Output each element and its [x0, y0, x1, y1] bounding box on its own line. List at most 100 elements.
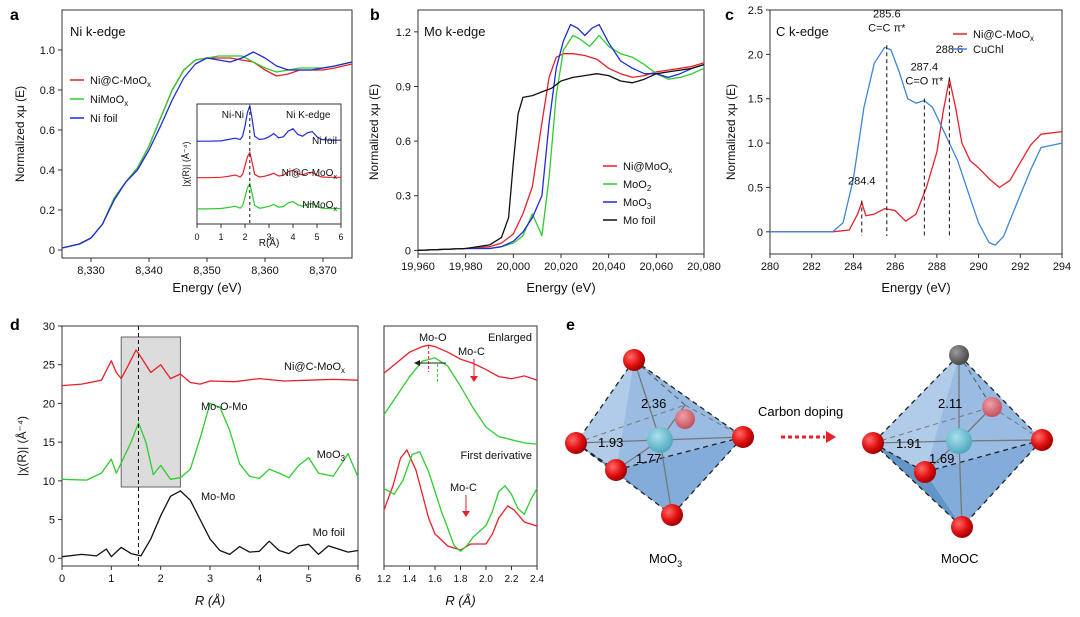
b-ytick-label: 1.2: [396, 27, 411, 39]
d-xtick-label: 1: [108, 573, 114, 585]
moo3-oxygen-atom: [623, 349, 645, 371]
d-line-MoO3: [61, 402, 359, 481]
d-xtick-label: 5: [306, 573, 312, 585]
d2-xtick-label: 1.6: [428, 574, 442, 585]
mooc-bond: [958, 440, 963, 528]
panel-label-b: b: [370, 7, 380, 24]
c-ytick-label: 2.5: [748, 5, 763, 17]
a-inset-xtick-label: 1: [218, 232, 223, 242]
c-x-axis-label: Energy (eV): [881, 280, 950, 295]
d2-xtick-label: 1.2: [377, 574, 391, 585]
d-ytick-label: 5: [49, 515, 55, 527]
d-xtick-label: 3: [207, 573, 213, 585]
d2-mo-c-arrowhead: [470, 376, 478, 382]
a-inset-label: Ni foil: [312, 136, 337, 147]
c-xtick-label: 282: [803, 261, 821, 273]
chart-b-mo-k-edge: 19,960 19,980 20,000 20,020 20,040 20,060 20,0…: [367, 9, 721, 295]
d2-line: [383, 448, 538, 551]
a-inset-label: NiMoOx: [302, 200, 337, 213]
chart-c-c-k-edge: 280 282 284 286 288 290 292 294 0 0.5 1.0 1.5 2.0 2.5…: [724, 5, 1071, 295]
a-inset-xtick-label: 4: [290, 232, 295, 242]
d-ytick-label: 15: [43, 437, 55, 449]
moo3-bond-length-left: 1.93: [598, 435, 623, 450]
a-inset-y-label: |χ(R)| (Å⁻⁴): [181, 141, 191, 186]
d2-frame: [383, 325, 538, 567]
d2-label: Mo-C: [450, 482, 477, 494]
mooc-edge: [961, 439, 1043, 528]
a-inset-xtick-label: 6: [338, 232, 343, 242]
b-line-MoO2: [417, 34, 705, 252]
a-ytick-label: 0.2: [40, 205, 55, 217]
d2-label: First derivative: [460, 450, 532, 462]
c-xtick-label: 280: [761, 261, 779, 273]
d2-mo-c-arrowhead-2: [462, 511, 470, 517]
a-xtick-label: 8,340: [135, 265, 163, 277]
mooc-bond-length-front: 1.69: [929, 451, 954, 466]
chart-d-enlarged: 1.2 1.4 1.6 1.8 2.0 2.2 2.4 R (Å) Enlarged Mo-O Mo…: [377, 325, 544, 608]
d2-shift-arrowhead: [414, 360, 420, 366]
mooc-mo-atom: [946, 428, 972, 454]
mooc-bond: [872, 440, 960, 444]
mooc-edge: [958, 354, 993, 408]
moo3-oxygen-atom: [675, 409, 695, 429]
b-ytick-label: 0.6: [396, 136, 411, 148]
c-line-NiCMoOx: [770, 78, 1063, 233]
a-ytick-label: 0: [49, 245, 55, 257]
d-ytick-label: 20: [43, 398, 55, 410]
a-inset-frame: [196, 103, 342, 225]
b-line-MoO3: [417, 23, 705, 252]
b-x-axis-label: Energy (eV): [526, 280, 595, 295]
b-line-Mofoil: [417, 63, 705, 252]
mooc-oxygen-atom: [982, 397, 1002, 417]
c-xtick-label: 290: [969, 261, 987, 273]
c-legend-label: CuChl: [973, 44, 1004, 56]
a-inset-xtick-label: 2: [242, 232, 247, 242]
mooc-name: MoOC: [941, 551, 979, 566]
moo3-name: MoO3: [649, 551, 682, 569]
b-xtick-label: 19,980: [449, 261, 483, 273]
moo3-edge: [575, 442, 673, 516]
a-inset-xtick-label: 0: [194, 232, 199, 242]
a-inset-xtick-label: 5: [314, 232, 319, 242]
moo3-bond: [575, 439, 661, 444]
moo3-edge: [633, 359, 686, 406]
a-inset-line: [197, 103, 341, 142]
mooc-oxygen-atom: [862, 432, 884, 454]
d-ytick-label: 10: [43, 476, 55, 488]
b-legend-label: Mo foil: [623, 215, 655, 227]
d-curve-label: Mo-Mo: [201, 491, 235, 503]
moo3-bond: [659, 436, 744, 441]
d-ytick-label: 25: [43, 360, 55, 372]
moo3-oxygen-atom: [605, 459, 627, 481]
d-curve-label: MoO3: [317, 449, 346, 463]
c-legend-label: Ni@C-MoOx: [973, 29, 1034, 43]
c-ytick-label: 1.5: [748, 94, 763, 106]
moo3-oxygen-atom: [565, 432, 587, 454]
a-xtick-label: 8,360: [251, 265, 279, 277]
d-xtick-label: 2: [158, 573, 164, 585]
a-legend-label: NiMoOx: [90, 94, 128, 108]
d-curve-label: Ni@C-MoOx: [284, 361, 345, 375]
a-legend-label: Ni@C-MoOx: [90, 75, 151, 89]
a-inset-label-sub: x: [333, 204, 337, 213]
mooc-edge: [924, 439, 1043, 473]
moo3-name-sub: 3: [677, 559, 682, 569]
b-xtick-label: 20,040: [592, 261, 626, 273]
c-ytick-label: 0: [757, 227, 763, 239]
b-y-axis-label: Normalized xμ (E): [367, 84, 381, 180]
d2-xtick-label: 1.8: [454, 574, 468, 585]
b-title: Mo k-edge: [424, 24, 485, 39]
c-annotation-value: 285.6: [873, 8, 901, 20]
c-legend-label-sub: x: [1030, 34, 1034, 43]
c-xtick-label: 286: [886, 261, 904, 273]
d-curve-label-sub: 3: [341, 454, 346, 463]
a-title: Ni k-edge: [70, 24, 126, 39]
d2-xtick-label: 2.2: [505, 574, 519, 585]
moo3-mo-atom: [647, 427, 673, 453]
a-x-axis-label: Energy (eV): [172, 280, 241, 295]
a-inset-label-sub: x: [333, 172, 337, 181]
d-curve-label: Mo-O-Mo: [201, 401, 247, 413]
c-title: C k-edge: [776, 24, 829, 39]
a-inset-x-label: R(Å): [259, 236, 280, 249]
moo3-edge: [575, 359, 635, 444]
